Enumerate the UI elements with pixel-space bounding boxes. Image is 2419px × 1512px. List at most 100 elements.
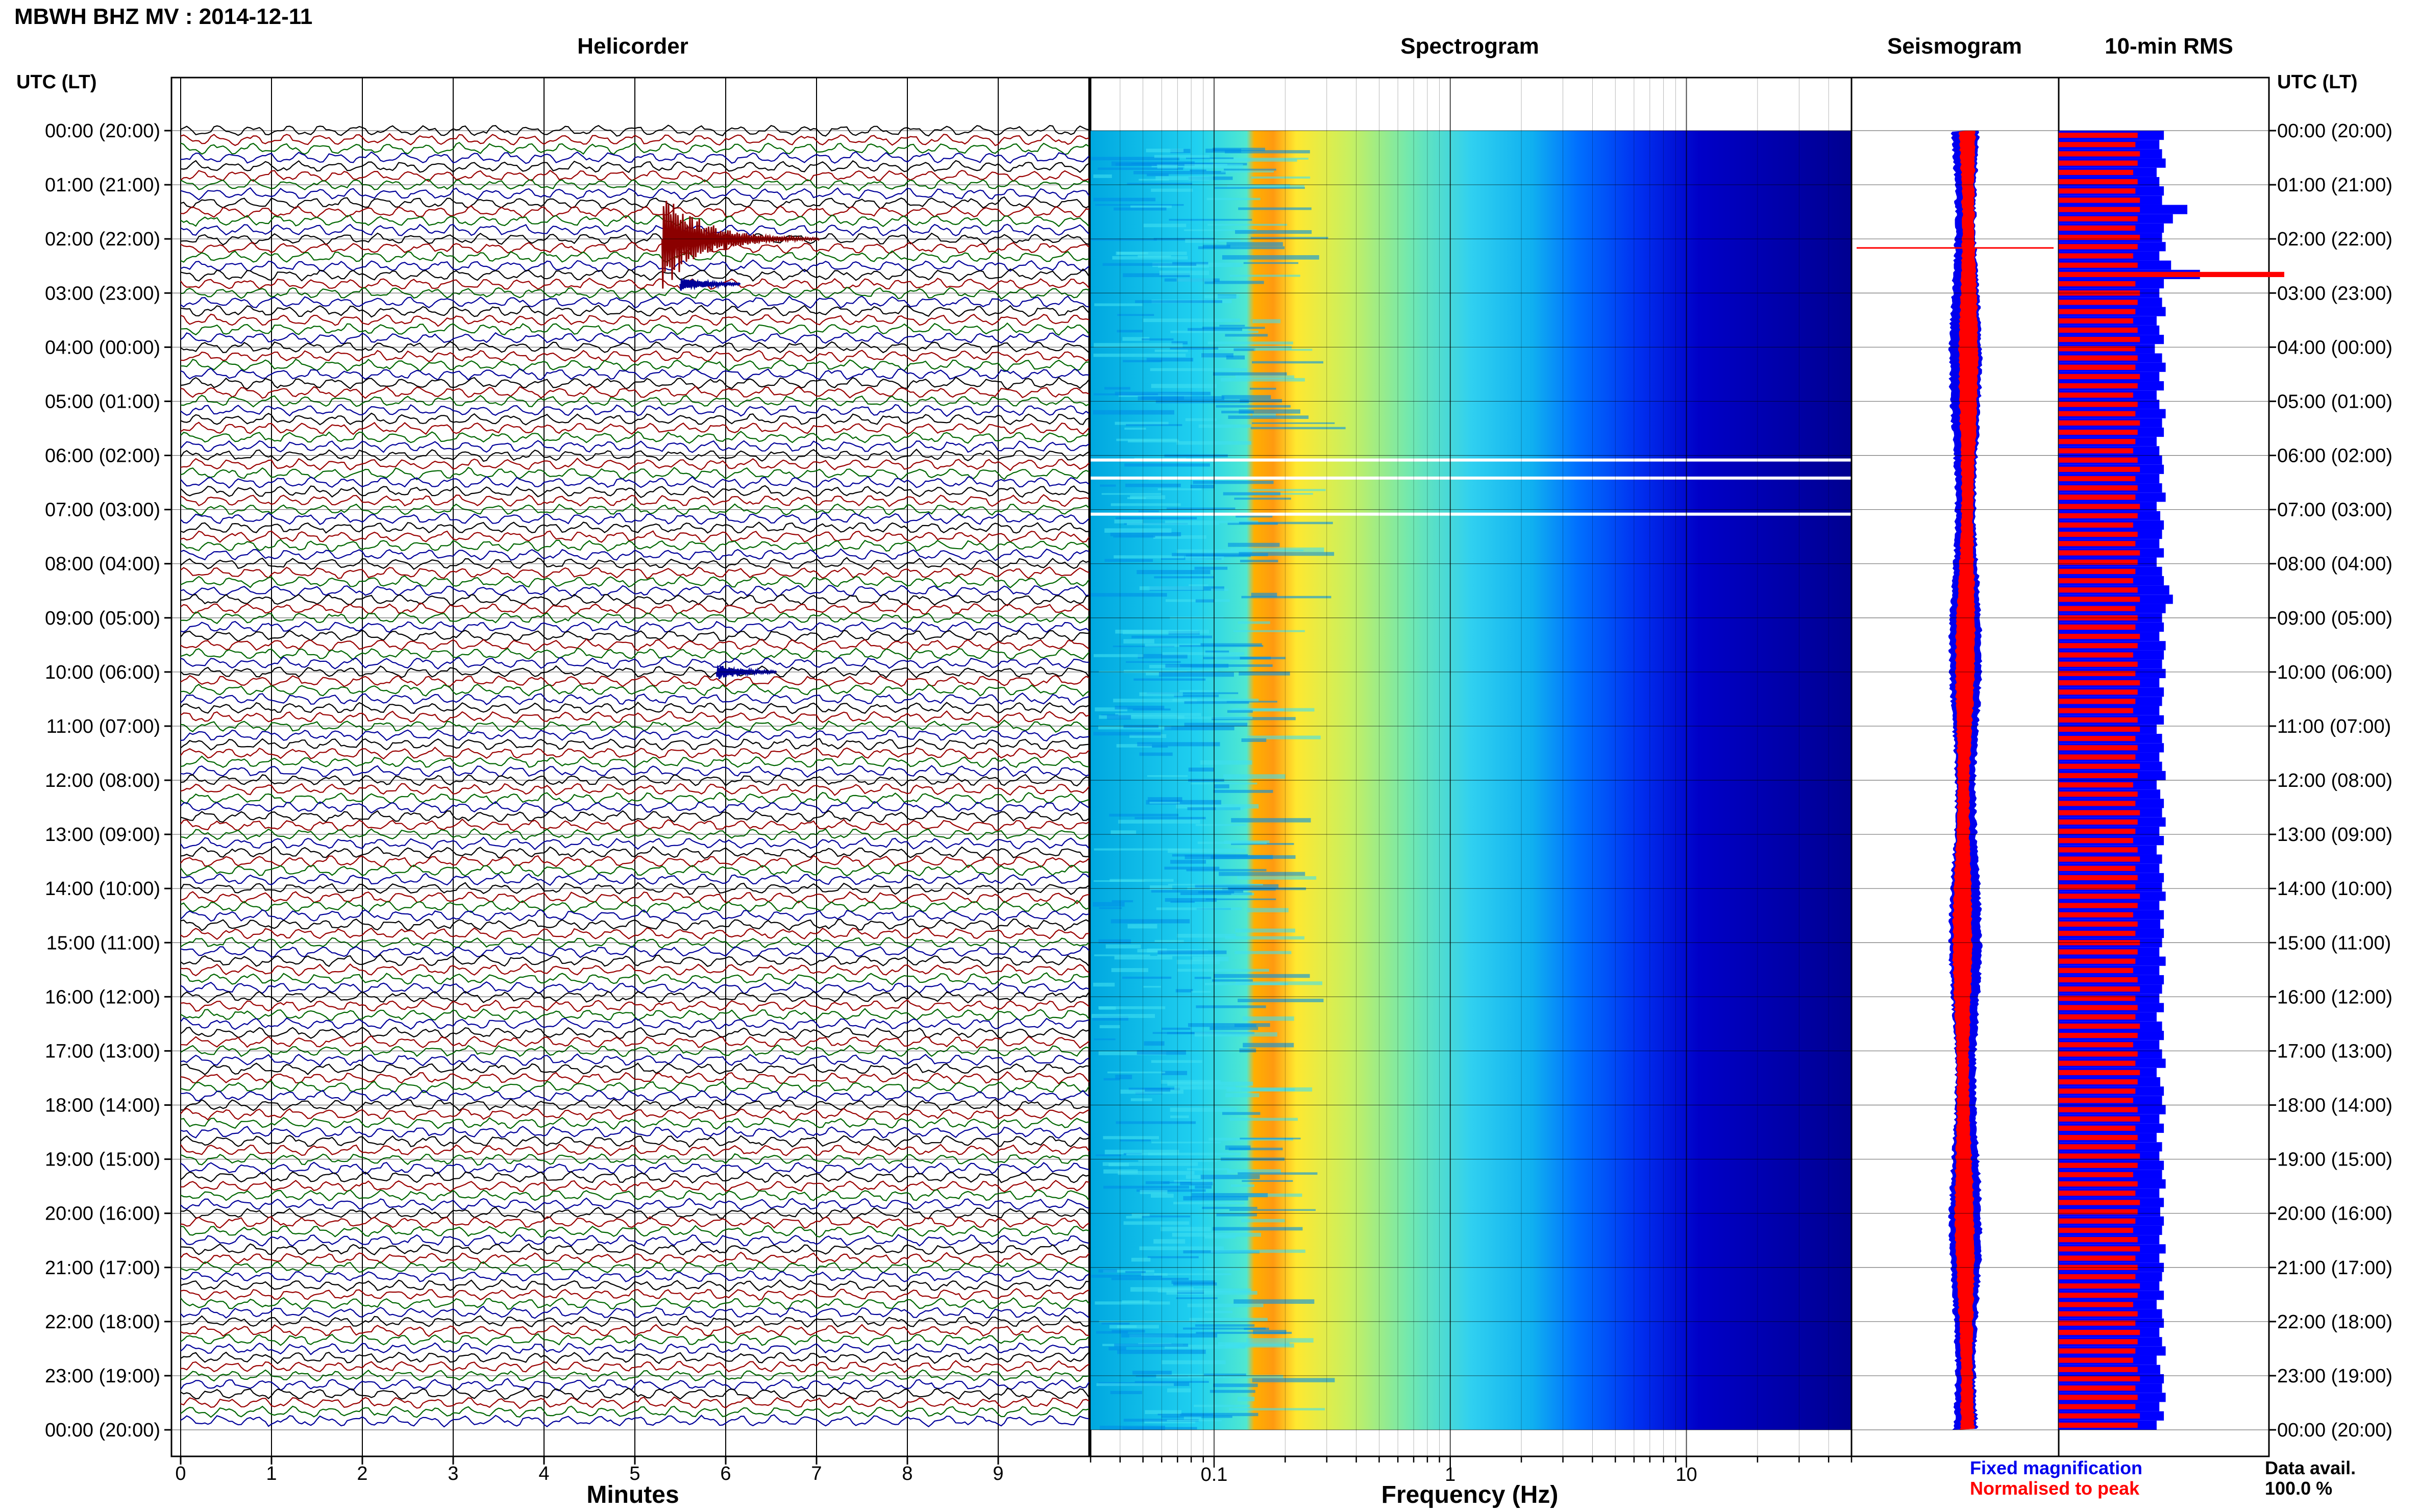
spectrogram-texture [1177, 716, 1253, 719]
rms-bar-normalised [2059, 699, 2136, 704]
spectrogram-texture [1134, 816, 1206, 820]
spectrogram-texture [1228, 415, 1309, 419]
spectrogram-texture [1114, 555, 1184, 559]
spectrogram-texture [1123, 1419, 1199, 1422]
helicorder-trace [180, 972, 1090, 985]
spectrogram-texture [1147, 948, 1167, 953]
rms-bar-normalised [2059, 327, 2138, 333]
spectrogram-texture [1222, 255, 1319, 260]
rms-bar-normalised [2059, 652, 2133, 658]
spectrogram-texture [1252, 319, 1281, 324]
helicorder-trace [180, 981, 1090, 995]
spectrogram-texture [1135, 300, 1223, 303]
spectrogram-texture [1112, 900, 1133, 903]
spectrogram-texture [1212, 717, 1296, 721]
rms-bar-normalised [2059, 346, 2136, 352]
spectrogram-texture [1130, 205, 1172, 208]
spectrogram-texture [1184, 723, 1248, 727]
spectrogram-texture [1239, 552, 1335, 556]
spectrogram-texture [1115, 630, 1210, 634]
helicorder-x-tick-label: 5 [629, 1463, 640, 1484]
helicorder-trace [180, 954, 1090, 967]
helicorder-trace [180, 259, 1090, 272]
rms-bar-normalised [2059, 819, 2138, 825]
right-time-label: 14:00 (10:00) [2277, 878, 2392, 900]
spectrogram-texture [1240, 399, 1282, 403]
rms-bar-normalised [2059, 1311, 2138, 1317]
spectrogram-texture [1241, 738, 1267, 742]
spectrogram-texture [1194, 566, 1228, 570]
helicorder-trace [180, 1414, 1090, 1428]
spectrogram-texture [1115, 713, 1202, 716]
helicorder-trace [180, 801, 1090, 814]
helicorder-trace [180, 440, 1090, 453]
spectrogram-texture [1201, 353, 1233, 358]
spectrogram-texture [1242, 1016, 1294, 1021]
spectrogram-texture [1202, 244, 1230, 249]
rms-bar-normalised [2059, 420, 2140, 426]
spectrogram-texture [1240, 559, 1278, 563]
spectrogram-texture [1225, 334, 1268, 337]
helicorder-trace [180, 774, 1090, 787]
spectrogram-texture [1093, 353, 1186, 357]
spectrogram-texture [1187, 1168, 1229, 1171]
spectrogram-texture [1093, 1016, 1129, 1021]
rms-bar-normalised [2059, 1357, 2133, 1363]
helicorder-trace [180, 1126, 1090, 1139]
rms-bar-normalised [2059, 429, 2138, 435]
rms-bar-normalised [2059, 801, 2136, 806]
spectrogram-texture [1153, 1239, 1186, 1244]
helicorder-x-tick-label: 9 [993, 1463, 1003, 1484]
helicorder-trace [180, 927, 1090, 940]
spectrogram-texture [1154, 576, 1215, 579]
spectrogram-texture [1095, 1154, 1121, 1156]
helicorder-trace [180, 846, 1090, 859]
helicorder-trace [180, 675, 1090, 688]
seismogram-title: Seismogram [1887, 34, 2022, 59]
rms-bar-normalised [2059, 1255, 2136, 1261]
helicorder-trace [180, 602, 1090, 615]
spectrogram-texture [1158, 672, 1234, 677]
rms-bar-normalised [2059, 374, 2140, 380]
spectrogram-x-tick-label: 10 [1675, 1464, 1697, 1485]
spectrogram-texture [1192, 956, 1229, 961]
helicorder-trace [180, 701, 1090, 714]
spectrogram-texture [1110, 503, 1181, 506]
spectrogram-texture [1121, 1333, 1218, 1338]
spectrogram-texture [1211, 588, 1228, 591]
helicorder-trace [180, 1387, 1090, 1401]
rms-bar-normalised [2059, 383, 2138, 389]
spectrogram-texture [1094, 343, 1183, 348]
spectrogram-texture [1146, 148, 1184, 153]
helicorder-trace [180, 394, 1090, 408]
spectrogram-texture [1214, 974, 1310, 978]
spectrogram-texture [1095, 707, 1128, 711]
spectrogram-texture [1101, 1322, 1130, 1325]
spectrogram-texture [1239, 409, 1300, 414]
right-time-label: 00:00 (20:00) [2277, 1420, 2392, 1441]
spectrogram-texture [1224, 168, 1276, 171]
right-time-label: 04:00 (00:00) [2277, 337, 2392, 358]
spectrogram-texture [1099, 715, 1185, 719]
spectrogram-texture [1247, 908, 1289, 912]
spectrogram-texture [1237, 1397, 1255, 1401]
helicorder-trace [180, 1288, 1090, 1301]
right-time-label: 01:00 (21:00) [2277, 175, 2392, 196]
helicorder-trace [180, 412, 1090, 426]
spectrogram-texture [1174, 695, 1219, 698]
spectrogram-texture [1162, 1071, 1188, 1075]
spectrogram-texture [1172, 553, 1268, 556]
right-time-label: 03:00 (23:00) [2277, 283, 2392, 304]
left-time-label: 00:00 (20:00) [45, 120, 160, 142]
spectrogram-texture [1211, 855, 1296, 859]
spectrogram-texture [1218, 345, 1292, 350]
rms-bar-normalised [2059, 457, 2138, 463]
spectrogram-texture [1198, 424, 1251, 428]
spectrogram-texture [1253, 349, 1313, 351]
helicorder-trace [180, 286, 1090, 300]
spectrogram-texture [1144, 1087, 1171, 1092]
helicorder-trace [180, 1089, 1090, 1102]
spectrogram-texture [1142, 338, 1174, 341]
helicorder-trace [180, 512, 1090, 525]
helicorder-trace [180, 755, 1090, 769]
